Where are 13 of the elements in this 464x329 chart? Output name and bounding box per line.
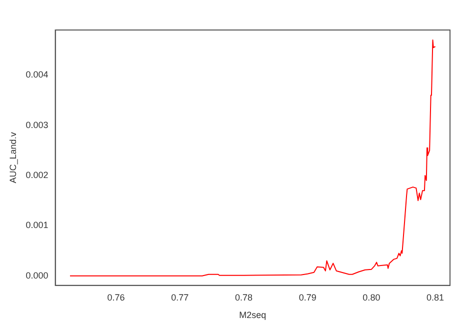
y-tick-label: 0.003 bbox=[26, 120, 48, 130]
y-tick-label: 0.004 bbox=[26, 70, 48, 80]
y-tick-label: 0.000 bbox=[26, 270, 48, 280]
x-tick-label: 0.80 bbox=[362, 292, 380, 302]
x-axis-title: M2seq bbox=[239, 310, 266, 320]
x-tick-label: 0.78 bbox=[234, 292, 252, 302]
x-tick-label: 0.79 bbox=[298, 292, 316, 302]
x-tick-label: 0.77 bbox=[171, 292, 189, 302]
y-tick-label: 0.001 bbox=[26, 220, 48, 230]
x-tick-label: 0.76 bbox=[107, 292, 125, 302]
x-tick-label: 0.81 bbox=[426, 292, 444, 302]
y-axis-title: AUC_Land.v bbox=[8, 132, 18, 184]
y-tick-label: 0.002 bbox=[26, 170, 48, 180]
